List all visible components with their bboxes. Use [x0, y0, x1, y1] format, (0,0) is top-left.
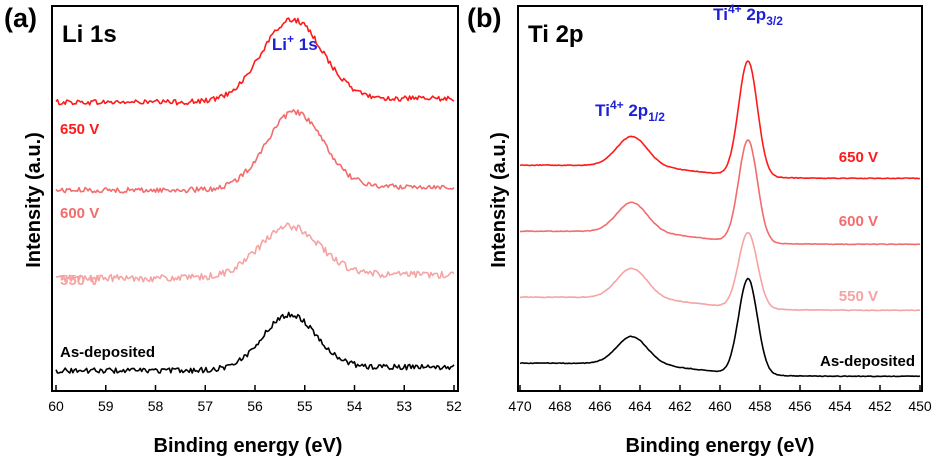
series-line-550-v: [519, 231, 920, 312]
x-tick-label: 57: [197, 398, 213, 414]
series-label-as-deposited: As-deposited: [820, 353, 915, 370]
series-line-650-v: [55, 17, 455, 106]
series-line-550-v: [55, 222, 455, 283]
panel-b-letter: (b): [467, 3, 501, 33]
panel-a-curves: [55, 17, 455, 374]
x-tick-label: 464: [628, 398, 652, 414]
panel-b-y-axis-title: Intensity (a.u.): [488, 132, 510, 268]
panel-b-ti2p: (b) Ti 2p Ti4+ 2p1/2 Ti4+ 2p3/2 650 V 600 …: [467, 2, 932, 457]
panel-b-peak-labels: Ti4+ 2p1/2 Ti4+ 2p3/2: [595, 2, 783, 124]
series-label-550-v: 550 V: [839, 288, 878, 305]
panel-a-y-axis-title: Intensity (a.u.): [23, 132, 45, 268]
series-label-600-v: 600 V: [60, 205, 99, 222]
x-tick-label: 458: [748, 398, 772, 414]
x-tick-label: 468: [548, 398, 572, 414]
x-tick-label: 460: [708, 398, 732, 414]
x-tick-label: 452: [868, 398, 892, 414]
series-label-650-v: 650 V: [60, 121, 99, 138]
x-tick-label: 450: [908, 398, 932, 414]
series-line-as-deposited: [519, 277, 921, 378]
panel-a-title: Li 1s: [62, 21, 117, 48]
panel-a-plot-frame: [51, 5, 459, 392]
x-tick-label: 456: [788, 398, 812, 414]
x-tick-label: 466: [588, 398, 612, 414]
panel-b-series-labels: 650 V 600 V 550 V As-deposited: [820, 149, 915, 370]
series-label-550-v: 550 V: [60, 272, 99, 289]
series-line-600-v: [520, 139, 921, 246]
series-label-600-v: 600 V: [839, 213, 878, 230]
x-tick-label: 56: [247, 398, 263, 414]
x-tick-label: 470: [508, 398, 532, 414]
peak-annotation: Ti4+ 2p1/2: [595, 98, 665, 124]
x-tick-label: 59: [98, 398, 114, 414]
panel-a-x-axis-title: Binding energy (eV): [154, 435, 343, 457]
panel-b-title: Ti 2p: [528, 21, 584, 48]
x-tick-label: 60: [48, 398, 64, 414]
panel-a-letter: (a): [4, 3, 37, 33]
series-line-600-v: [55, 109, 455, 194]
x-tick-label: 58: [148, 398, 164, 414]
panel-b-curves: [519, 60, 921, 378]
x-tick-label: 55: [297, 398, 313, 414]
x-tick-label: 454: [828, 398, 852, 414]
peak-annotation: Ti4+ 2p3/2: [713, 2, 783, 28]
x-tick-label: 462: [668, 398, 692, 414]
panel-a-x-ticks: 60 59 58 57 56 55 54 53 52: [48, 385, 462, 414]
panel-b-x-ticks: 470 468 466 464 462 460 458 456 454 452 450: [508, 385, 932, 414]
panel-a-series-labels: 650 V 600 V 550 V As-deposited: [60, 121, 155, 361]
series-line-as-deposited: [55, 311, 455, 374]
series-line-650-v: [519, 60, 921, 180]
panel-b-plot-frame: [517, 5, 923, 392]
panel-a-li1s: (a) Li 1s Li+ 1s 650 V 600 V 550 V As-depos…: [4, 3, 462, 457]
x-tick-label: 53: [396, 398, 412, 414]
series-label-as-deposited: As-deposited: [60, 344, 155, 361]
panel-b-x-axis-title: Binding energy (eV): [626, 435, 815, 457]
x-tick-label: 54: [347, 398, 363, 414]
x-tick-label: 52: [446, 398, 462, 414]
peak-annotation: Li+ 1s: [272, 32, 318, 54]
series-label-650-v: 650 V: [839, 149, 878, 166]
panel-a-peak-labels: Li+ 1s: [272, 32, 318, 54]
